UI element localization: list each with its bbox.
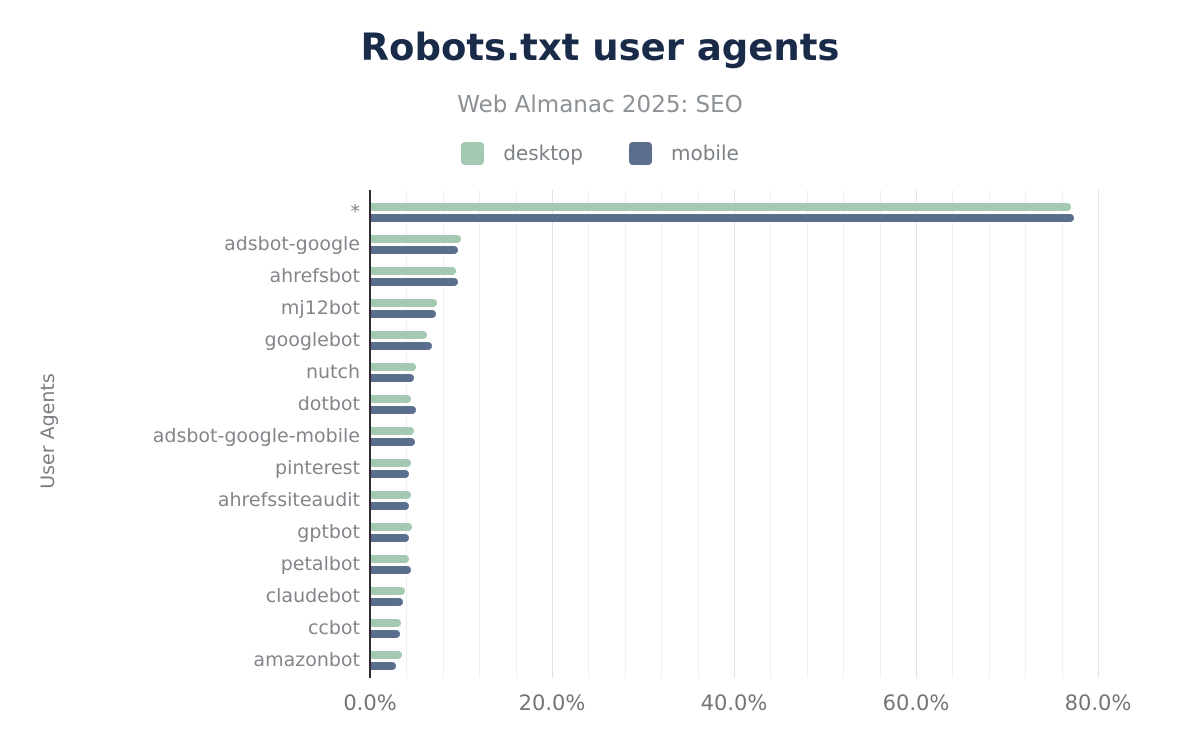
mobile-bar: [370, 502, 409, 510]
mobile-bar: [370, 214, 1074, 222]
minor-gridline: [1025, 190, 1026, 678]
legend-item-mobile: mobile: [628, 141, 739, 165]
desktop-bar: [370, 331, 427, 339]
category-label: googlebot: [264, 329, 360, 351]
category-label: dotbot: [297, 393, 360, 415]
chart-subtitle: Web Almanac 2025: SEO: [457, 92, 743, 118]
mobile-bar: [370, 310, 436, 318]
legend-item-desktop: desktop: [461, 141, 583, 165]
x-tick-label: 80.0%: [1064, 691, 1132, 715]
minor-gridline: [770, 190, 771, 678]
chart-legend: desktop mobile: [0, 141, 1200, 165]
desktop-bar: [370, 363, 416, 371]
major-gridline: [1098, 190, 1099, 678]
y-axis-line: [369, 190, 371, 678]
minor-gridline: [880, 190, 881, 678]
mobile-bar: [370, 598, 403, 606]
mobile-bar: [370, 374, 414, 382]
category-label: petalbot: [280, 553, 360, 575]
x-tick-label: 0.0%: [343, 691, 397, 715]
category-label: ahrefsbot: [269, 265, 361, 287]
category-label: ccbot: [307, 617, 360, 639]
mobile-swatch-icon: [628, 141, 652, 165]
y-axis-category-labels: * adsbot-google ahrefsbot mj12bot googlebot n…: [0, 190, 361, 671]
category-label: ahrefssiteaudit: [217, 489, 360, 511]
chart-title: Robots.txt user agents: [360, 26, 840, 69]
desktop-bar: [370, 651, 402, 659]
x-tick-label: 20.0%: [518, 691, 586, 715]
desktop-bar: [370, 619, 401, 627]
mobile-bar: [370, 342, 432, 350]
minor-gridline: [661, 190, 662, 678]
category-label: amazonbot: [253, 649, 360, 671]
plot-area: [370, 190, 1105, 678]
minor-gridline: [989, 190, 990, 678]
minor-gridline: [843, 190, 844, 678]
minor-gridline: [1062, 190, 1063, 678]
minor-gridline: [588, 190, 589, 678]
desktop-bar: [370, 555, 409, 563]
category-label: mj12bot: [280, 297, 360, 319]
minor-gridline: [952, 190, 953, 678]
x-tick-label: 40.0%: [700, 691, 768, 715]
desktop-bar: [370, 523, 412, 531]
minor-gridline: [479, 190, 480, 678]
desktop-bar: [370, 587, 405, 595]
category-label: claudebot: [265, 585, 360, 607]
desktop-bar: [370, 427, 414, 435]
mobile-bar: [370, 534, 409, 542]
category-label: pinterest: [275, 457, 360, 479]
desktop-bar: [370, 235, 461, 243]
minor-gridline: [516, 190, 517, 678]
mobile-bar: [370, 438, 415, 446]
minor-gridline: [443, 190, 444, 678]
mobile-bar: [370, 246, 458, 254]
x-tick-label: 60.0%: [882, 691, 950, 715]
mobile-bar: [370, 470, 409, 478]
desktop-bar: [370, 491, 411, 499]
desktop-bar: [370, 395, 411, 403]
category-label: gptbot: [297, 521, 360, 543]
desktop-bar: [370, 299, 437, 307]
category-label: adsbot-google-mobile: [152, 425, 360, 447]
mobile-bar: [370, 278, 458, 286]
minor-gridline: [698, 190, 699, 678]
desktop-bar: [370, 267, 456, 275]
desktop-bar: [370, 203, 1071, 211]
mobile-bar: [370, 566, 411, 574]
major-gridline: [916, 190, 917, 678]
major-gridline: [734, 190, 735, 678]
mobile-bar: [370, 406, 416, 414]
category-label: adsbot-google: [224, 233, 360, 255]
x-axis-tick-labels: 0.0% 20.0% 40.0% 60.0% 80.0%: [343, 691, 1131, 721]
major-gridline: [552, 190, 553, 678]
desktop-swatch-icon: [461, 141, 485, 165]
category-label: *: [350, 201, 361, 223]
minor-gridline: [625, 190, 626, 678]
legend-label-mobile: mobile: [670, 141, 739, 165]
minor-gridline: [807, 190, 808, 678]
mobile-bar: [370, 630, 400, 638]
category-label: nutch: [305, 361, 360, 383]
mobile-bar: [370, 662, 396, 670]
legend-label-desktop: desktop: [503, 141, 583, 165]
desktop-bar: [370, 459, 411, 467]
